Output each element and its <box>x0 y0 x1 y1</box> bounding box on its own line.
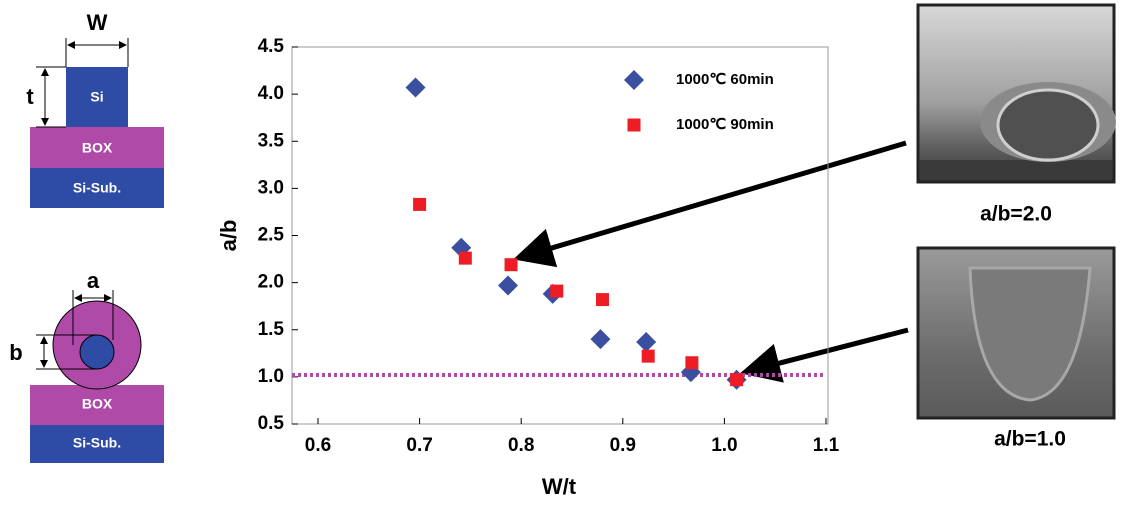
legend-marker <box>624 70 644 90</box>
w-label: W <box>87 10 108 35</box>
data-point <box>405 77 426 98</box>
sub-layer <box>30 168 164 208</box>
y-tick-label: 1.0 <box>258 366 284 387</box>
x-tick-label: 0.9 <box>610 435 636 456</box>
si-label: Si <box>90 89 103 105</box>
y-tick-label: 4.0 <box>258 83 284 104</box>
y-tick-label: 3.5 <box>258 130 285 151</box>
data-point <box>497 275 518 296</box>
data-point <box>504 258 518 272</box>
diagram-top: W t Si BOX Si-Sub. <box>26 10 164 208</box>
data-point <box>458 251 472 265</box>
sub-layer <box>30 425 164 463</box>
si-core <box>79 334 115 370</box>
x-tick-label: 1.1 <box>813 435 840 456</box>
sub-label: Si-Sub. <box>73 180 121 196</box>
y-tick-label: 2.5 <box>258 225 285 246</box>
plot: 0.5 1.0 1.5 2.0 2.5 3.0 3.5 4.0 4.5 0.6 0.7 0.8 0.9 1… <box>216 36 840 499</box>
data-point <box>595 293 609 307</box>
box-layer <box>30 385 164 425</box>
y-tick-label: 3.0 <box>258 177 284 198</box>
t-label: t <box>26 84 34 109</box>
diagram-bottom: a b BOX Si-Sub. <box>9 268 164 463</box>
sem-image: a/b=1.0 <box>916 246 1116 451</box>
x-tick-label: 0.6 <box>305 435 331 456</box>
data-point <box>636 332 657 353</box>
image-substrate <box>920 160 1112 180</box>
legend-label: 1000℃ 60min <box>676 71 774 88</box>
box-label: BOX <box>82 140 113 156</box>
b-label: b <box>9 340 22 365</box>
x-tick-label: 0.7 <box>406 435 432 456</box>
y-axis-label: a/b <box>216 220 241 252</box>
data-point <box>685 356 699 370</box>
data-point <box>550 284 564 298</box>
data-point <box>413 197 427 211</box>
data-point <box>730 373 744 387</box>
image-feature <box>968 266 1092 402</box>
y-tick-label: 2.0 <box>258 272 284 293</box>
x-axis-label: W/t <box>542 474 577 499</box>
x-tick-label: 1.0 <box>711 435 737 456</box>
plot-frame <box>291 46 829 425</box>
data-point <box>641 349 655 363</box>
x-tick-label: 0.8 <box>508 435 534 456</box>
legend-label: 1000℃ 90min <box>676 116 774 133</box>
si-block <box>66 67 128 127</box>
callout-arrow <box>513 140 907 268</box>
callout-arrow <box>740 327 909 383</box>
y-tick-label: 0.5 <box>258 413 285 434</box>
box-layer <box>30 127 164 168</box>
image-caption: a/b=1.0 <box>994 428 1066 451</box>
sem-image: a/b=2.0 <box>916 3 1116 226</box>
box-label: BOX <box>82 396 113 412</box>
image-caption: a/b=2.0 <box>980 203 1052 226</box>
y-tick-label: 1.5 <box>258 319 285 340</box>
y-tick-label: 4.5 <box>258 36 285 57</box>
legend-marker <box>627 118 641 132</box>
a-label: a <box>87 268 100 293</box>
sub-label: Si-Sub. <box>73 435 121 451</box>
data-point <box>590 329 611 350</box>
image-feature <box>996 88 1100 162</box>
